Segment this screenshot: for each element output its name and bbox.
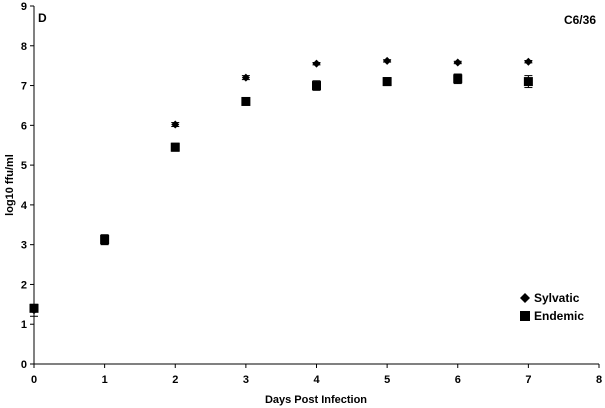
x-tick-label: 6 (455, 374, 461, 386)
x-ticks: 0 1 2 3 4 5 6 7 8 (31, 364, 602, 386)
endemic-point (100, 234, 110, 244)
series-layer (29, 56, 533, 317)
y-ticks: 0 1 2 3 4 5 6 7 8 9 (21, 1, 34, 371)
y-tick-label: 3 (21, 240, 27, 252)
panel-label: D (38, 11, 47, 25)
cell-line-label: C6/36 (564, 13, 596, 27)
x-tick-label: 0 (31, 374, 37, 386)
y-axis-label: log10 ffu/ml (4, 154, 16, 216)
x-tick-label: 2 (172, 374, 178, 386)
endemic-point (453, 74, 463, 84)
x-tick-label: 4 (313, 374, 320, 386)
y-tick-label: 9 (21, 1, 27, 13)
y-tick-label: 5 (21, 160, 27, 172)
legend-label-endemic: Endemic (534, 309, 584, 323)
x-tick-label: 3 (243, 374, 249, 386)
y-tick-label: 4 (21, 200, 28, 212)
legend-label-sylvatic: Sylvatic (534, 291, 580, 305)
sylvatic-point (241, 73, 250, 82)
y-tick-label: 6 (21, 120, 27, 132)
x-tick-label: 1 (102, 374, 108, 386)
endemic-point (312, 81, 321, 91)
x-tick-label: 8 (596, 374, 602, 386)
endemic-point (29, 303, 39, 313)
y-tick-label: 0 (21, 359, 27, 371)
endemic-point (523, 77, 533, 87)
y-tick-label: 2 (21, 279, 27, 291)
legend-marker-endemic (520, 311, 530, 321)
y-tick-label: 7 (21, 81, 27, 93)
endemic-point (170, 142, 180, 152)
sylvatic-point (524, 57, 533, 66)
x-axis-label: Days Post Infection (265, 394, 367, 406)
endemic-point (382, 77, 392, 87)
y-tick-label: 1 (21, 319, 27, 331)
sylvatic-point (453, 58, 462, 67)
endemic-point (241, 96, 251, 106)
x-tick-label: 5 (384, 374, 390, 386)
sylvatic-point (171, 120, 180, 129)
x-tick-label: 7 (525, 374, 531, 386)
sylvatic-point (312, 59, 321, 68)
legend: Sylvatic Endemic (520, 291, 584, 323)
sylvatic-point (383, 56, 392, 65)
y-tick-label: 8 (21, 41, 27, 53)
legend-marker-sylvatic (520, 293, 530, 303)
